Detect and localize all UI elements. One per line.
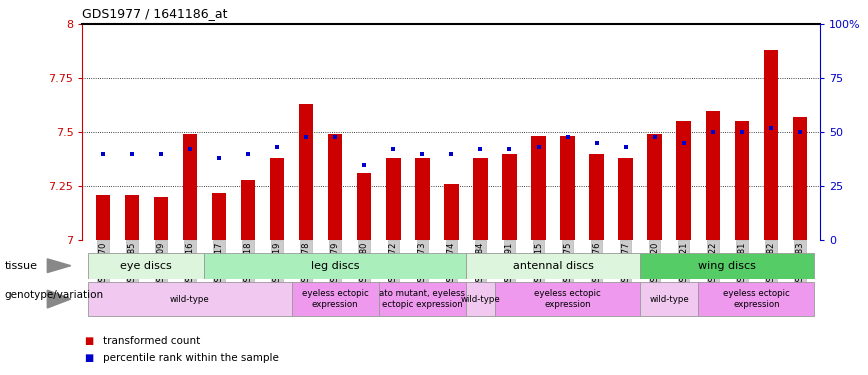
Bar xyxy=(641,252,814,279)
Text: wing discs: wing discs xyxy=(699,261,756,271)
Text: genotype/variation: genotype/variation xyxy=(4,290,103,300)
Bar xyxy=(495,282,641,316)
Text: ■: ■ xyxy=(84,353,94,363)
Polygon shape xyxy=(48,290,71,308)
Text: eyeless ectopic
expression: eyeless ectopic expression xyxy=(723,290,790,309)
Bar xyxy=(792,117,807,240)
Bar xyxy=(212,193,227,240)
Text: wild-type: wild-type xyxy=(170,295,210,304)
Text: eyeless ectopic
expression: eyeless ectopic expression xyxy=(302,290,369,309)
Bar xyxy=(95,195,110,240)
Bar xyxy=(503,154,516,240)
Bar xyxy=(89,282,292,316)
Polygon shape xyxy=(48,259,71,273)
Bar xyxy=(734,122,749,240)
Bar xyxy=(328,134,343,240)
Bar xyxy=(357,173,372,240)
Bar xyxy=(531,136,546,240)
Text: wild-type: wild-type xyxy=(649,295,689,304)
Bar xyxy=(641,282,698,316)
Bar xyxy=(706,111,720,240)
Bar xyxy=(299,104,313,240)
Text: tissue: tissue xyxy=(4,261,37,271)
Text: transformed count: transformed count xyxy=(103,336,201,346)
Text: eye discs: eye discs xyxy=(121,261,172,271)
Bar xyxy=(182,134,197,240)
Bar xyxy=(270,158,285,240)
Bar xyxy=(378,282,466,316)
Text: ■: ■ xyxy=(84,336,94,346)
Bar xyxy=(473,158,488,240)
Bar xyxy=(386,158,400,240)
Text: GDS1977 / 1641186_at: GDS1977 / 1641186_at xyxy=(82,7,228,20)
Bar xyxy=(89,252,205,279)
Text: leg discs: leg discs xyxy=(311,261,359,271)
Bar xyxy=(125,195,139,240)
Bar xyxy=(589,154,604,240)
Bar xyxy=(698,282,814,316)
Bar xyxy=(560,136,575,240)
Bar xyxy=(415,158,430,240)
Bar xyxy=(648,134,662,240)
Bar xyxy=(466,252,641,279)
Bar xyxy=(444,184,458,240)
Bar xyxy=(154,197,168,240)
Bar xyxy=(205,252,466,279)
Bar xyxy=(466,282,495,316)
Text: wild-type: wild-type xyxy=(461,295,500,304)
Text: eyeless ectopic
expression: eyeless ectopic expression xyxy=(534,290,601,309)
Text: ato mutant, eyeless
ectopic expression: ato mutant, eyeless ectopic expression xyxy=(379,290,465,309)
Bar xyxy=(240,180,255,240)
Text: antennal discs: antennal discs xyxy=(513,261,594,271)
Bar xyxy=(764,50,778,240)
Bar xyxy=(618,158,633,240)
Text: percentile rank within the sample: percentile rank within the sample xyxy=(103,353,279,363)
Bar xyxy=(292,282,378,316)
Bar xyxy=(676,122,691,240)
